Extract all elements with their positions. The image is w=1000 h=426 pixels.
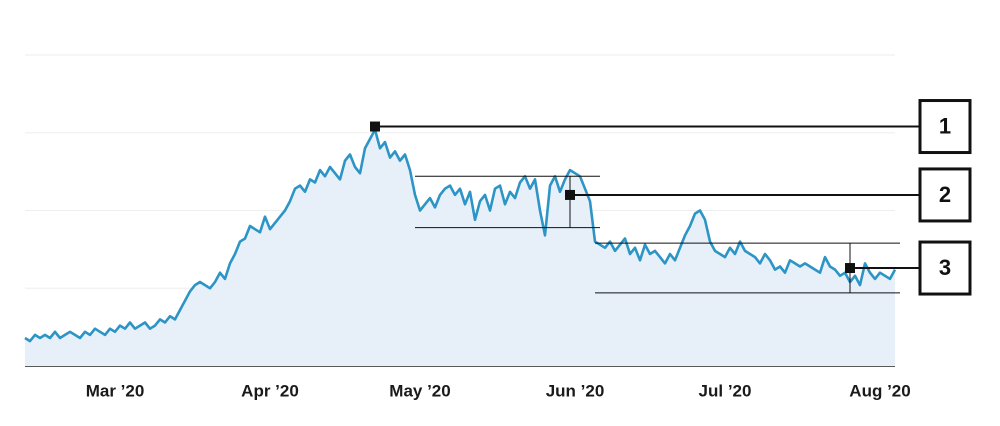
marker [370,121,380,132]
marker [565,189,575,200]
label-number: 1 [939,113,951,138]
label-number: 2 [939,182,951,207]
x-tick-label: May ’20 [389,381,450,400]
label-box [918,167,972,223]
area [25,129,895,366]
x-tick-label: Apr ’20 [241,381,299,400]
x-tick-label: Jun ’20 [546,381,605,400]
x-tick-label: Mar ’20 [86,381,145,400]
label-box [918,240,972,296]
x-tick-label: Jul ’20 [699,381,752,400]
marker [845,263,855,274]
x-tick-label: Aug ’20 [849,381,910,400]
label-number: 3 [939,255,951,280]
line [24,128,897,343]
label-box [918,99,972,155]
